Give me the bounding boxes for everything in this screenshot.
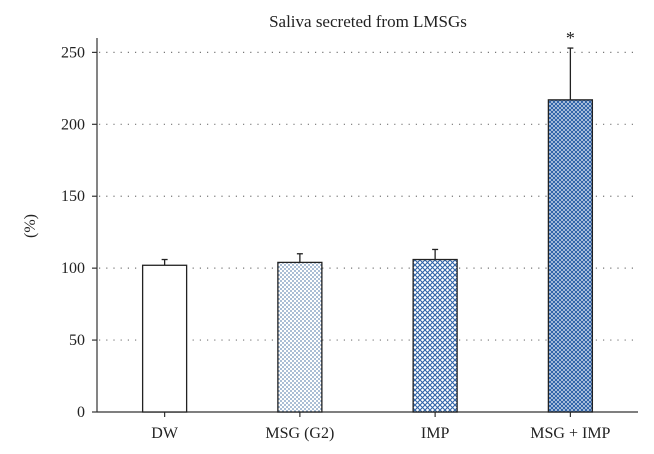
- bar: [412, 258, 458, 413]
- bar: [277, 261, 323, 413]
- x-tick-label: MSG (G2): [265, 425, 334, 442]
- y-axis-label: (%): [22, 214, 39, 238]
- y-tick-label: 50: [69, 332, 85, 349]
- y-tick-label: 100: [61, 260, 85, 277]
- x-tick-label: IMP: [421, 425, 450, 442]
- x-tick-label: DW: [151, 425, 179, 442]
- x-tick-label: MSG + IMP: [530, 425, 610, 442]
- bar-layer: *: [141, 28, 594, 413]
- tick-layer: 0 50 100 150 200 250 DW MSG (G2) IMP MSG + IMP: [61, 44, 611, 442]
- bar: [141, 264, 188, 413]
- bar: [547, 99, 594, 413]
- chart-title: Saliva secreted from LMSGs: [269, 12, 467, 31]
- significance-marker: *: [566, 28, 575, 48]
- y-tick-label: 200: [61, 116, 85, 133]
- y-tick-label: 150: [61, 188, 85, 205]
- y-tick-label: 250: [61, 44, 85, 61]
- y-tick-label: 0: [77, 404, 85, 421]
